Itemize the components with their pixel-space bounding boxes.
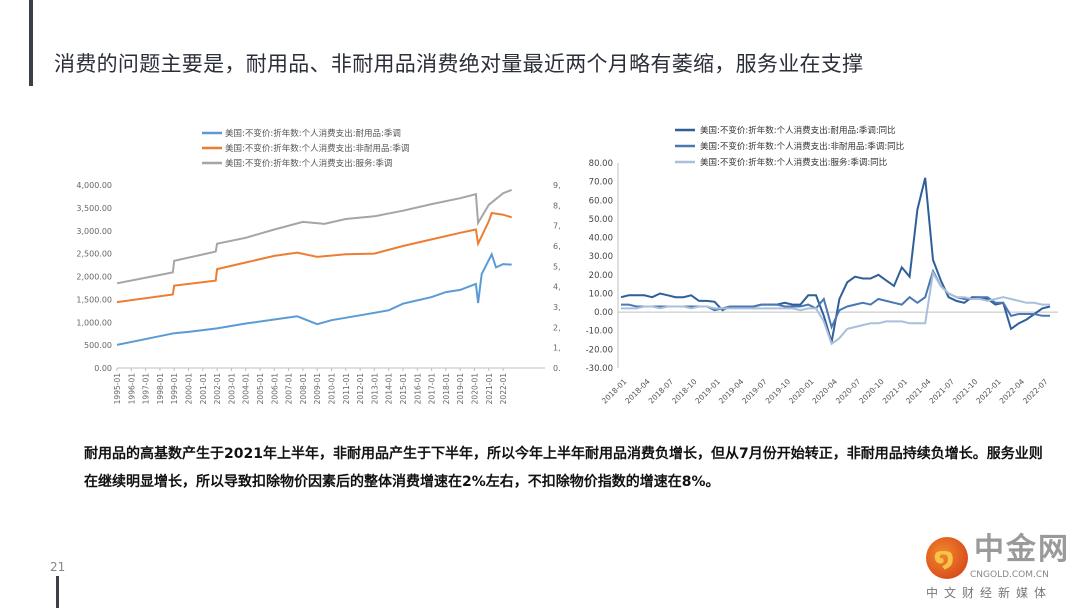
left-y-tick-label: 3,000.00 — [76, 227, 112, 236]
left-y-tick-label: 1,500.00 — [76, 295, 112, 304]
y-tick-label: 70.00 — [589, 178, 613, 188]
y-tick-label: 50.00 — [589, 215, 613, 225]
levels-line-chart: 0.00 500.00 1,000.00 1,500.00 2,000.00 2,500.… — [76, 128, 560, 405]
x-tick-label: 2021-01 — [485, 373, 494, 405]
right-y-tick-label: 6,000.00 — [553, 242, 560, 251]
x-tick-label: 1998-01 — [156, 373, 165, 405]
logo-brand: 中金网 — [974, 532, 1070, 567]
series-line-2 — [621, 270, 1050, 346]
x-tick-label: 2007-01 — [285, 373, 294, 405]
x-tick-label: 2010-01 — [328, 373, 337, 405]
series-line-1 — [116, 211, 512, 304]
x-tick-label: 2019-01 — [456, 373, 465, 405]
series-line-2 — [116, 188, 513, 285]
logo-domain: CNGOLD.COM.CN — [970, 570, 1049, 580]
x-tick-label: 2001-01 — [199, 373, 208, 405]
left-y-tick-label: 1,000.00 — [76, 318, 112, 327]
x-tick-label: 2015-01 — [399, 373, 408, 405]
right-y-tick-label: 9,000.00 — [553, 181, 560, 190]
logo-slogan: 中文财经新媒体 — [926, 586, 1053, 600]
x-tick-label: 1995-01 — [113, 373, 122, 405]
cngold-logo: ໑ 中金网 CNGOLD.COM.CN 中文财经新媒体 — [920, 533, 1080, 608]
right-y-tick-label: 3,000.00 — [553, 303, 560, 312]
y-tick-label: -30.00 — [586, 364, 613, 374]
x-tick-label: 2011-01 — [342, 373, 351, 405]
right-y-tick-label: 1,000.00 — [553, 344, 560, 353]
x-tick-label: 2016-01 — [413, 373, 422, 405]
legend-label-1: 美国:不变价:折年数:个人消费支出:非耐用品:季调 — [225, 143, 409, 154]
left-y-tick-label: 500.00 — [84, 341, 112, 350]
left-y-tick-label: 4,000.00 — [76, 181, 112, 190]
left-y-tick-label: 0.00 — [94, 364, 112, 373]
accent-bar-top — [29, 0, 33, 86]
right-y-tick-label: 0.00 — [553, 364, 560, 373]
y-tick-label: 30.00 — [589, 252, 613, 262]
left-y-tick-label: 3,500.00 — [76, 204, 112, 213]
legend-label-0: 美国:不变价:折年数:个人消费支出:耐用品:季调 — [225, 128, 401, 139]
x-tick-label: 2018-01 — [442, 373, 451, 405]
x-tick-label: 2003-01 — [227, 373, 236, 405]
x-tick-label: 2006-01 — [270, 373, 279, 405]
x-tick-label: 2000-01 — [185, 373, 194, 405]
x-tick-label: 2013-01 — [370, 373, 379, 405]
logo-swirl-icon: ໑ — [934, 543, 955, 573]
yoy-line-chart: -30.00 -20.00 -10.00 0.00 10.00 20.00 30.00 40.… — [586, 125, 1058, 406]
x-tick-label: 1996-01 — [127, 373, 136, 405]
page-number: 21 — [50, 560, 66, 574]
x-tick-label: 2002-01 — [213, 373, 222, 405]
legend-label-1: 美国:不变价:折年数:个人消费支出:非耐用品:季调:同比 — [700, 141, 904, 152]
right-y-tick-label: 2,000.00 — [553, 323, 560, 332]
x-tick-label: 2022-01 — [499, 373, 508, 405]
x-tick-label: 1997-01 — [142, 373, 151, 405]
x-tick-label: 2004-01 — [242, 373, 251, 405]
x-tick-label: 2009-01 — [313, 373, 322, 405]
right-y-tick-label: 5,000.00 — [553, 262, 560, 271]
legend-label-0: 美国:不变价:折年数:个人消费支出:耐用品:季调:同比 — [700, 125, 896, 136]
accent-bar-bottom — [56, 576, 59, 608]
y-tick-label: 20.00 — [589, 271, 613, 281]
y-tick-label: 60.00 — [589, 196, 613, 206]
series-line-0 — [116, 251, 512, 346]
left-y-tick-label: 2,000.00 — [76, 273, 112, 282]
body-paragraph: 耐用品的高基数产生于2021年上半年，非耐用品产生于下半年，所以今年上半年耐用品… — [84, 446, 1043, 490]
x-tick-label: 2008-01 — [299, 373, 308, 405]
series-line-1 — [621, 268, 1050, 330]
slide-title: 消费的问题主要是，耐用品、非耐用品消费绝对量最近两个月略有萎缩，服务业在支撑 — [54, 52, 864, 76]
y-tick-label: 10.00 — [589, 289, 613, 299]
x-tick-label: 2022-07 — [1021, 377, 1050, 406]
y-tick-label: 40.00 — [589, 234, 613, 244]
x-tick-label: 2020-01 — [471, 373, 480, 405]
right-y-tick-label: 4,000.00 — [553, 283, 560, 292]
x-tick-label: 2012-01 — [356, 373, 365, 405]
y-tick-label: 0.00 — [594, 308, 613, 318]
x-tick-label: 2014-01 — [385, 373, 394, 405]
left-y-tick-label: 2,500.00 — [76, 250, 112, 259]
right-y-tick-label: 8,000.00 — [553, 201, 560, 210]
y-tick-label: -10.00 — [586, 327, 613, 337]
x-tick-label: 2017-01 — [428, 373, 437, 405]
legend-label-2: 美国:不变价:折年数:个人消费支出:服务:季调 — [225, 158, 392, 169]
x-tick-label: 1999-01 — [170, 373, 179, 405]
logo-circle-icon — [926, 537, 968, 579]
y-tick-label: -20.00 — [586, 345, 613, 355]
y-tick-label: 80.00 — [589, 159, 613, 169]
legend-label-2: 美国:不变价:折年数:个人消费支出:服务:季调:同比 — [700, 157, 887, 168]
x-tick-label: 2005-01 — [256, 373, 265, 405]
right-y-tick-label: 7,000.00 — [553, 222, 560, 231]
